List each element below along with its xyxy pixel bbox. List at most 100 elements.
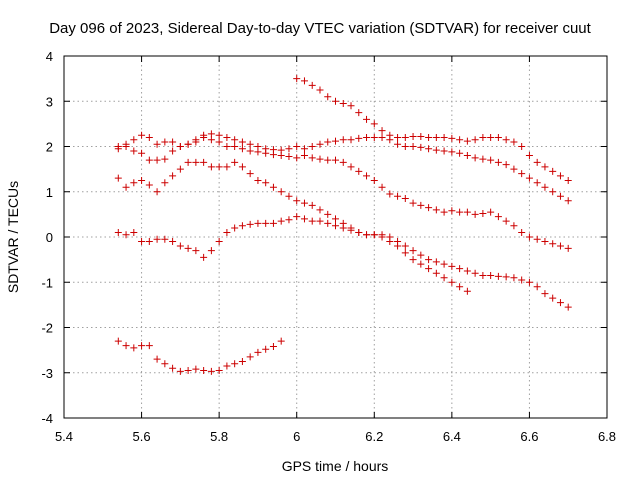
data-point: [192, 158, 200, 166]
series-series-6: [293, 75, 572, 184]
data-point: [556, 172, 564, 180]
data-point: [184, 158, 192, 166]
x-tick-label: 5.8: [210, 429, 228, 444]
data-point: [556, 299, 564, 307]
data-point: [549, 167, 557, 175]
data-point: [277, 217, 285, 225]
x-tick-label: 6.2: [365, 429, 383, 444]
data-point: [122, 231, 130, 239]
data-point: [556, 242, 564, 250]
data-point: [401, 143, 409, 150]
data-point: [533, 283, 541, 291]
data-point: [355, 134, 363, 142]
y-tick-label: 4: [46, 49, 53, 64]
data-point: [456, 208, 464, 216]
series-series-3: [114, 158, 572, 311]
axis-ticks: [63, 55, 608, 419]
data-point: [471, 154, 479, 162]
data-point: [417, 143, 425, 151]
data-point: [223, 143, 231, 150]
data-point: [370, 176, 378, 184]
data-point: [339, 136, 347, 144]
data-point: [487, 271, 495, 279]
data-point: [145, 133, 153, 141]
data-point: [316, 140, 324, 148]
data-point: [324, 219, 332, 227]
data-point: [200, 131, 208, 139]
data-point: [463, 208, 471, 216]
data-point: [510, 222, 518, 230]
data-point: [122, 342, 130, 350]
data-point: [541, 238, 549, 246]
data-point: [549, 240, 557, 248]
data-point: [223, 163, 231, 171]
data-point: [285, 145, 293, 153]
chart-title: Day 096 of 2023, Sidereal Day-to-day VTE…: [49, 20, 591, 37]
x-tick-label: 6.6: [520, 429, 538, 444]
data-point: [231, 224, 239, 232]
data-point: [153, 140, 161, 148]
data-point: [192, 247, 200, 255]
data-point: [378, 133, 386, 141]
data-point: [246, 140, 254, 148]
data-point: [502, 161, 510, 169]
y-tick-label: -4: [41, 411, 53, 426]
data-point: [277, 188, 285, 196]
data-point: [463, 287, 471, 295]
data-point: [417, 260, 425, 268]
data-point: [494, 213, 502, 221]
data-point: [207, 136, 215, 144]
data-point: [401, 133, 409, 141]
data-point: [114, 174, 122, 182]
data-point: [138, 238, 146, 246]
data-point: [448, 207, 456, 215]
data-point: [409, 199, 417, 207]
data-point: [432, 133, 440, 141]
data-point: [479, 209, 487, 217]
data-point: [184, 140, 192, 148]
y-tick-label: 1: [46, 185, 53, 200]
data-point: [564, 197, 572, 205]
data-point: [448, 134, 456, 142]
data-point: [425, 204, 433, 212]
data-point: [207, 367, 215, 375]
data-point: [269, 183, 277, 191]
data-point: [533, 179, 541, 187]
data-point: [300, 145, 308, 153]
y-tick-label: 0: [46, 230, 53, 245]
data-point: [238, 163, 246, 171]
data-point: [409, 143, 417, 150]
data-point: [401, 249, 409, 257]
data-point: [324, 210, 332, 218]
data-point: [533, 235, 541, 243]
data-point: [417, 251, 425, 259]
series-series-2: [114, 213, 471, 295]
data-point: [300, 215, 308, 223]
data-point: [300, 152, 308, 160]
data-point: [518, 228, 526, 236]
data-point: [363, 172, 371, 180]
data-point: [130, 344, 138, 352]
data-point: [518, 170, 526, 178]
data-point: [269, 343, 277, 351]
y-tick-label: -3: [41, 366, 53, 381]
data-point: [409, 247, 417, 255]
data-point: [238, 138, 246, 146]
x-tick-label: 6.8: [598, 429, 616, 444]
data-point: [231, 158, 239, 166]
data-point: [223, 228, 231, 236]
data-point: [510, 274, 518, 282]
data-point: [409, 133, 417, 141]
data-point: [363, 115, 371, 123]
data-point: [456, 265, 464, 273]
data-point: [145, 342, 153, 350]
data-point: [394, 140, 402, 148]
data-point: [324, 138, 332, 146]
data-point: [277, 146, 285, 154]
data-point: [525, 152, 533, 160]
data-point: [541, 163, 549, 171]
data-point: [432, 269, 440, 277]
y-axis-label: SDTVAR / TECUs: [5, 181, 21, 293]
data-point: [440, 260, 448, 268]
data-point: [401, 195, 409, 203]
